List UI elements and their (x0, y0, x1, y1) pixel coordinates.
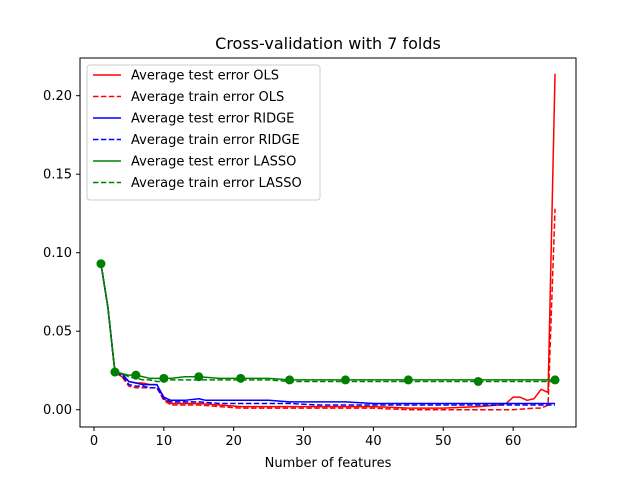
marker-layer (96, 259, 560, 386)
x-tick-label: 30 (295, 434, 312, 449)
x-tick-label: 40 (365, 434, 382, 449)
legend: Average test error OLS Average train erro… (86, 64, 321, 201)
y-axis: 0.00 0.05 0.10 0.15 0.20 (43, 89, 80, 418)
x-axis: 0 10 20 30 40 50 60 (90, 427, 522, 449)
marker-point (96, 259, 106, 269)
chart-title: Cross-validation with 7 folds (215, 34, 441, 53)
plot-area (79, 57, 577, 428)
marker-point (473, 376, 483, 386)
marker-point (403, 375, 413, 385)
series-line-4 (100, 263, 556, 406)
legend-box (86, 64, 321, 201)
marker-point (110, 367, 120, 377)
y-tick-label: 0.05 (43, 325, 72, 340)
marker-point (194, 372, 204, 382)
legend-label: Average train error RIDGE (131, 133, 300, 148)
y-tick-label: 0.20 (43, 89, 72, 104)
y-tick-label: 0.00 (43, 403, 72, 418)
marker-point (550, 375, 560, 385)
marker-point (340, 375, 350, 385)
series-line-3 (100, 263, 556, 405)
legend-label: Average test error RIDGE (131, 112, 294, 127)
x-tick-label: 60 (505, 434, 522, 449)
x-tick-label: 20 (225, 434, 242, 449)
y-tick-label: 0.15 (43, 168, 72, 183)
legend-label: Average test error OLS (131, 69, 279, 84)
marker-point (159, 373, 169, 383)
x-tick-label: 10 (156, 434, 173, 449)
x-tick-label: 50 (435, 434, 452, 449)
marker-point (236, 373, 246, 383)
series-line-5 (100, 263, 556, 381)
legend-label: Average train error OLS (131, 90, 284, 105)
legend-label: Average test error LASSO (131, 155, 296, 170)
x-tick-label: 0 (90, 434, 98, 449)
series-layer (100, 73, 556, 411)
x-axis-label: Number of features (265, 456, 392, 471)
legend-label: Average train error LASSO (131, 176, 302, 191)
y-tick-label: 0.10 (43, 246, 72, 261)
marker-point (131, 370, 141, 380)
marker-point (285, 375, 295, 385)
series-line-2 (100, 208, 556, 411)
